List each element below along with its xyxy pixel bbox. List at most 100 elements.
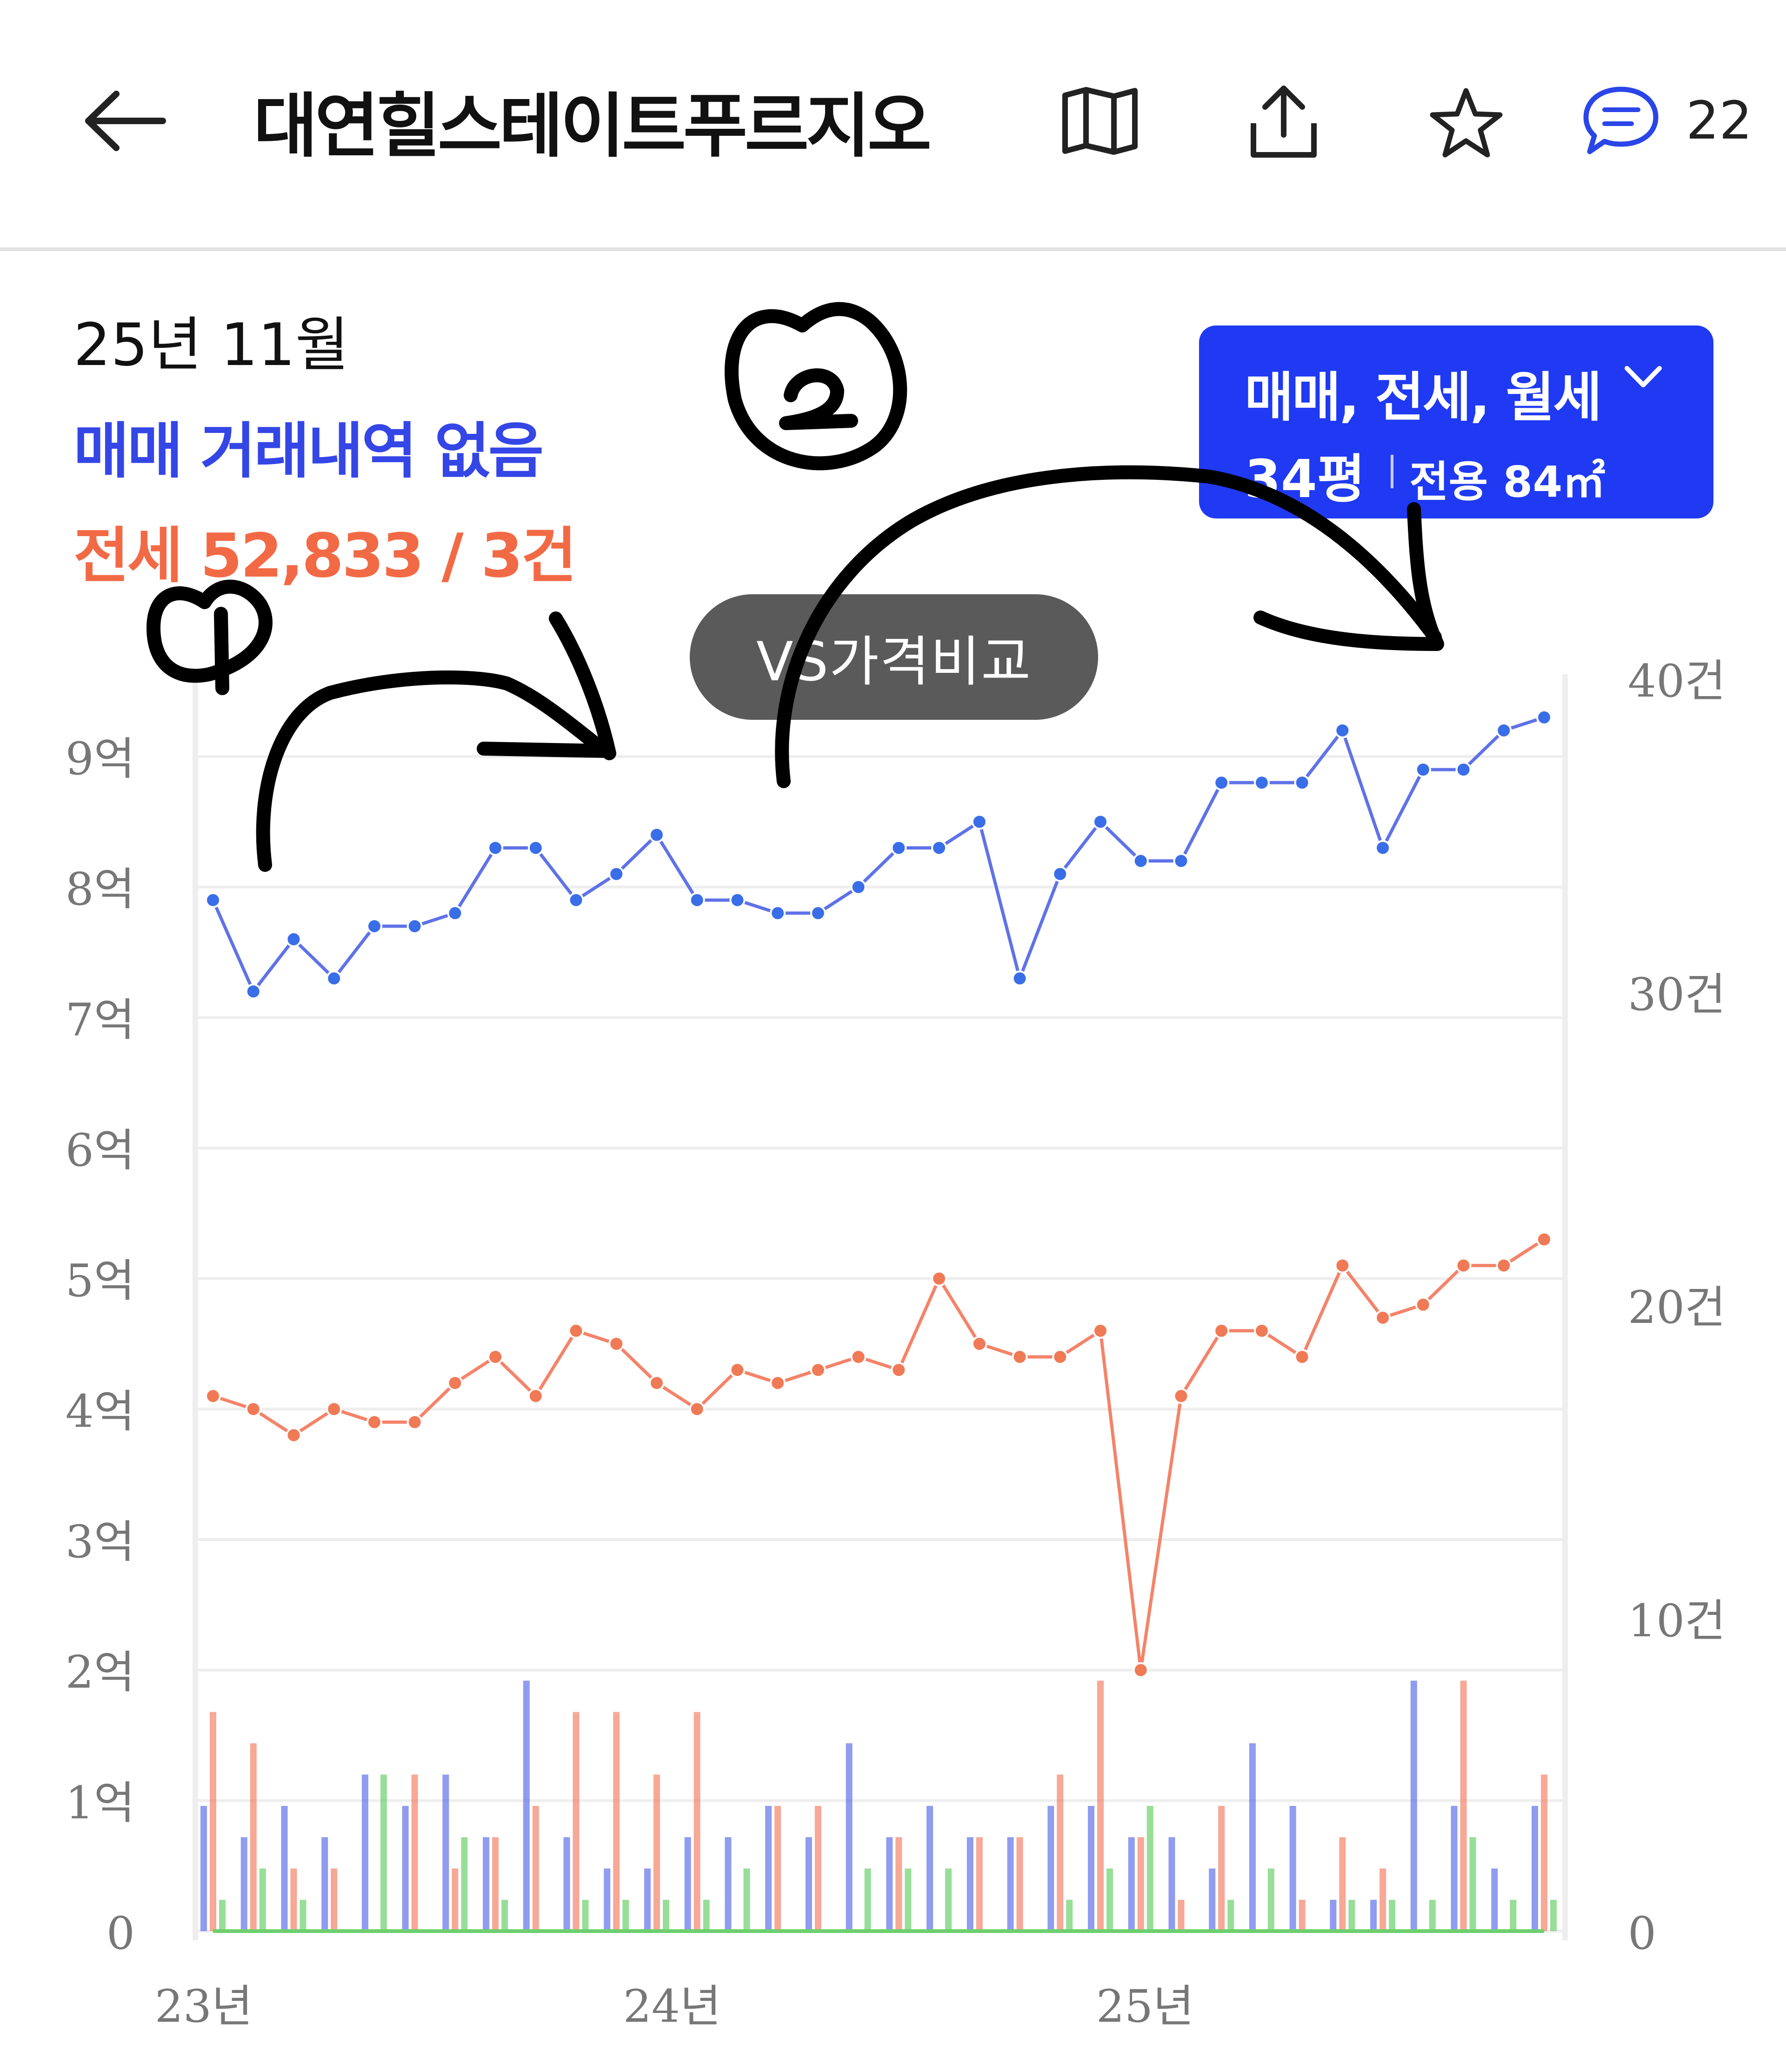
volume-bar (663, 1899, 669, 1931)
sale-point (729, 892, 746, 908)
x-tick-label: 23년 (155, 1980, 253, 2032)
jeonse-point (1213, 1322, 1230, 1339)
jeonse-point (931, 1270, 947, 1287)
jeonse-point (1536, 1231, 1552, 1248)
y-left-tick-label: 1억 (66, 1777, 135, 1829)
sale-point (810, 905, 826, 921)
volume-bar (1057, 1774, 1064, 1931)
map-icon[interactable] (1060, 86, 1140, 156)
sale-summary: 매매 거래내역 없음 (73, 416, 544, 486)
jeonse-point (245, 1401, 261, 1417)
jeonse-point (891, 1362, 907, 1378)
volume-bar (1178, 1899, 1185, 1931)
star-icon[interactable] (1428, 86, 1505, 160)
volume-bar (442, 1774, 449, 1931)
volume-bar (684, 1837, 691, 1931)
volume-bar (1460, 1680, 1467, 1931)
jeonse-point (810, 1362, 826, 1378)
sale-point (931, 840, 947, 856)
jeonse-point (568, 1322, 584, 1339)
jeonse-point (1294, 1349, 1310, 1365)
y-left-tick-label: 7억 (66, 994, 135, 1046)
volume-bar (1066, 1899, 1073, 1931)
price-chart: 0 1억 2억 3억 4억 5억 6억 7억 8억 9억 0 10건 20건 30건 40건 23년 24년 25… (66, 655, 1726, 2032)
volume-bar (1491, 1868, 1498, 1931)
sale-point (649, 827, 665, 843)
sale-point (1375, 840, 1391, 856)
volume-bar (582, 1899, 589, 1931)
volume-bar (1299, 1899, 1306, 1931)
vs-price-compare-button[interactable]: VS가격비교 (690, 594, 1098, 720)
volume-bar (321, 1837, 328, 1931)
jeonse-point (1253, 1322, 1270, 1339)
volume-bar (290, 1868, 297, 1931)
volume-bar (1016, 1837, 1023, 1931)
sale-price-line (211, 716, 1545, 995)
y-left-tick-label: 6억 (66, 1124, 135, 1176)
jeonse-point (487, 1349, 504, 1365)
volume-bar (1218, 1806, 1225, 1931)
jeonse-price-line (212, 1238, 1545, 1671)
volume-bar (1469, 1837, 1476, 1931)
volume-bar (259, 1868, 266, 1931)
jeonse-point (850, 1349, 866, 1365)
volume-bar (452, 1868, 459, 1931)
volume-bar (864, 1868, 871, 1931)
y-right-tick-label: 40건 (1628, 655, 1726, 707)
volume-bar (926, 1806, 933, 1931)
page-title: 대연힐스테이트푸르지오 (253, 86, 932, 167)
y-right-tick-label: 20건 (1628, 1282, 1726, 1334)
sale-point (205, 892, 221, 908)
jeonse-point (770, 1375, 786, 1391)
jeonse-point (608, 1336, 625, 1352)
volume-bar (240, 1837, 247, 1931)
volume-bar (1379, 1868, 1386, 1931)
jeonse-point (689, 1401, 705, 1417)
sale-point (487, 840, 504, 856)
volume-bar (1168, 1837, 1175, 1931)
jeonse-point (407, 1414, 423, 1430)
back-arrow-icon[interactable] (84, 88, 167, 153)
jeonse-point (366, 1414, 382, 1430)
jeonse-point (1334, 1257, 1351, 1274)
volume-bar (604, 1868, 611, 1931)
volume-bar (461, 1837, 468, 1931)
sale-point (527, 840, 544, 856)
y-right-tick-label: 0 (1628, 1907, 1656, 1959)
volume-bar (1550, 1899, 1557, 1931)
volume-bar (644, 1868, 651, 1931)
jeonse-point (1012, 1349, 1028, 1365)
sale-point (1012, 970, 1028, 987)
comment-icon[interactable] (1581, 84, 1660, 158)
transaction-filter-button[interactable]: 매매, 전세, 월세 34평 전용 84㎡ (1199, 325, 1713, 518)
jeonse-point (1455, 1257, 1472, 1274)
volume-bar (1227, 1899, 1234, 1931)
sale-point (447, 905, 463, 921)
filter-types: 매매, 전세, 월세 (1245, 366, 1602, 428)
volume-bar (1370, 1899, 1377, 1931)
volume-bar (300, 1899, 307, 1931)
volume-bar (945, 1868, 952, 1931)
sale-point (1294, 775, 1310, 791)
volume-bar (653, 1774, 660, 1931)
volume-bar (1146, 1806, 1153, 1931)
volume-bar (1510, 1899, 1517, 1931)
annotation-arrow-2-head (1253, 502, 1444, 651)
volume-bar (774, 1806, 781, 1931)
sale-point (1415, 762, 1431, 778)
jeonse-point (1133, 1662, 1149, 1678)
volume-bar (523, 1680, 530, 1931)
sale-point (1173, 853, 1189, 869)
y-left-tick-label: 4억 (66, 1385, 135, 1437)
sale-point (850, 879, 866, 895)
volume-bar (1451, 1806, 1458, 1931)
share-icon[interactable] (1249, 81, 1319, 160)
volume-bar (402, 1806, 409, 1931)
volume-bar (886, 1837, 893, 1931)
sale-point (689, 892, 705, 908)
volume-bar (483, 1837, 490, 1931)
volume-bar (966, 1837, 973, 1931)
volume-bar (703, 1899, 710, 1931)
chevron-down-icon (1625, 366, 1662, 387)
volume-bar (1289, 1806, 1296, 1931)
